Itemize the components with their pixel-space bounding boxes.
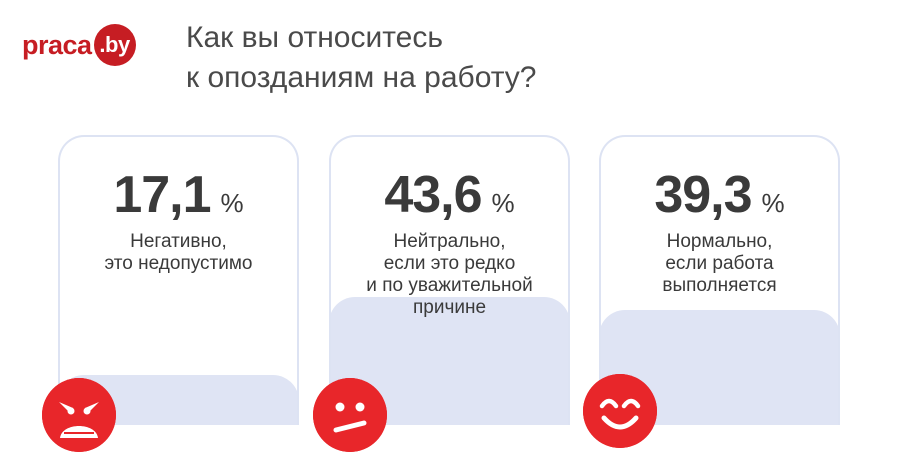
title-line-2: к опозданиям на работу? <box>186 61 537 94</box>
label-line: это недопустимо <box>104 253 253 274</box>
value-row: 39,3% <box>601 165 838 225</box>
neutral-face-icon <box>313 378 387 452</box>
label-line: если это редко <box>383 253 516 274</box>
page-title: Как вы относитесь к опозданиям на работу… <box>186 18 536 98</box>
label-line: причине <box>412 297 487 318</box>
result-card-normal: 39,3% Нормально, если работа выполняется <box>599 135 840 425</box>
praca-logo: praca .by <box>22 24 136 66</box>
angry-face-icon <box>42 378 116 452</box>
label-neutral: Нейтрально, если это редко и по уважител… <box>337 231 562 319</box>
value-row: 17,1% <box>60 165 297 225</box>
value-row: 43,6% <box>331 165 568 225</box>
label-line: если работа <box>665 253 774 274</box>
percent-sign: % <box>220 188 244 218</box>
label-line: Негативно, <box>130 231 227 252</box>
label-line: выполняется <box>662 275 777 296</box>
value-negative: 17,1 <box>113 166 211 224</box>
label-line: Нормально, <box>666 231 773 252</box>
percent-sign: % <box>761 188 785 218</box>
title-line-1: Как вы относитесь <box>186 21 443 54</box>
logo-text: praca <box>22 29 92 60</box>
result-card-negative: 17,1% Негативно, это недопустимо <box>58 135 299 425</box>
value-neutral: 43,6 <box>384 166 482 224</box>
logo-by-badge: .by <box>93 24 136 66</box>
label-line: Нейтрально, <box>393 231 506 252</box>
happy-face-icon <box>583 374 657 448</box>
label-negative: Негативно, это недопустимо <box>66 231 291 275</box>
result-card-neutral: 43,6% Нейтрально, если это редко и по ув… <box>329 135 570 425</box>
label-line: и по уважительной <box>366 275 533 296</box>
percent-sign: % <box>491 188 515 218</box>
value-normal: 39,3 <box>654 166 752 224</box>
label-normal: Нормально, если работа выполняется <box>607 231 832 297</box>
